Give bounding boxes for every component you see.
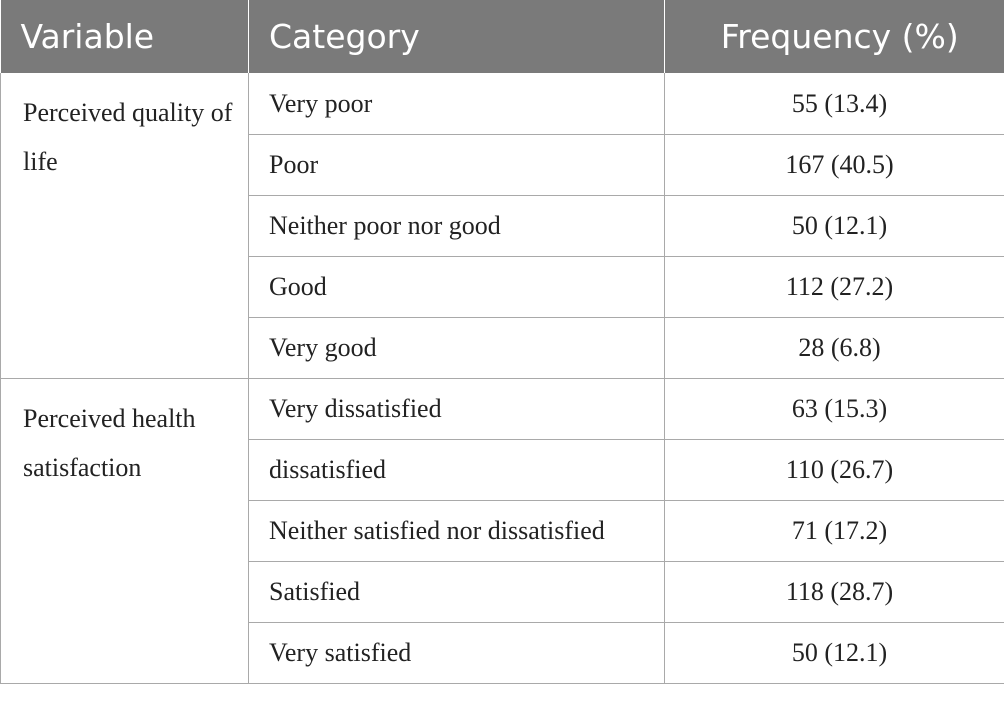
- category-cell: Good: [248, 256, 665, 318]
- frequency-cell: 50 (12.1): [664, 622, 1004, 684]
- category-cell: Neither poor nor good: [248, 195, 665, 257]
- category-cell: dissatisfied: [248, 439, 665, 501]
- table-row: Perceived health satisfaction Very dissa…: [0, 378, 1004, 684]
- category-cell: Satisfied: [248, 561, 665, 623]
- table-row: dissatisfied 110 (26.7): [1, 439, 1004, 501]
- table-row: Very satisfied 50 (12.1): [1, 622, 1004, 684]
- frequency-cell: 118 (28.7): [664, 561, 1004, 623]
- table-row: Poor 167 (40.5): [1, 134, 1004, 196]
- table-row: Very good 28 (6.8): [1, 317, 1004, 379]
- table-row: Neither poor nor good 50 (12.1): [1, 195, 1004, 257]
- variable-cell-health-satisfaction: Perceived health satisfaction: [0, 378, 249, 684]
- frequency-cell: 28 (6.8): [664, 317, 1004, 379]
- frequency-cell: 167 (40.5): [664, 134, 1004, 196]
- category-cell: Neither satisfied nor dissatisfied: [248, 500, 665, 562]
- category-cell: Poor: [248, 134, 665, 196]
- table-row: Neither satisfied nor dissatisfied 71 (1…: [1, 500, 1004, 562]
- variable-cell-quality-of-life: Perceived quality of life: [0, 73, 249, 379]
- frequency-table: Variable Category Frequency (%) Perceive…: [0, 0, 1004, 684]
- frequency-cell: 55 (13.4): [664, 73, 1004, 135]
- table-row: Good 112 (27.2): [1, 256, 1004, 318]
- table-row: Satisfied 118 (28.7): [1, 561, 1004, 623]
- frequency-cell: 63 (15.3): [664, 378, 1004, 440]
- header-variable: Variable: [0, 0, 249, 73]
- table-header: Variable Category Frequency (%): [0, 0, 1004, 73]
- category-cell: Very dissatisfied: [248, 378, 665, 440]
- table-body: Perceived quality of life Very poor 55 (…: [0, 73, 1004, 684]
- category-cell: Very satisfied: [248, 622, 665, 684]
- category-cell: Very poor: [248, 73, 665, 135]
- header-row: Variable Category Frequency (%): [0, 0, 1004, 73]
- frequency-cell: 110 (26.7): [664, 439, 1004, 501]
- header-frequency: Frequency (%): [664, 0, 1004, 73]
- table-row: Perceived quality of life Very poor 55 (…: [0, 73, 1004, 379]
- frequency-cell: 50 (12.1): [664, 195, 1004, 257]
- category-cell: Very good: [248, 317, 665, 379]
- frequency-cell: 71 (17.2): [664, 500, 1004, 562]
- frequency-cell: 112 (27.2): [664, 256, 1004, 318]
- header-category: Category: [248, 0, 665, 73]
